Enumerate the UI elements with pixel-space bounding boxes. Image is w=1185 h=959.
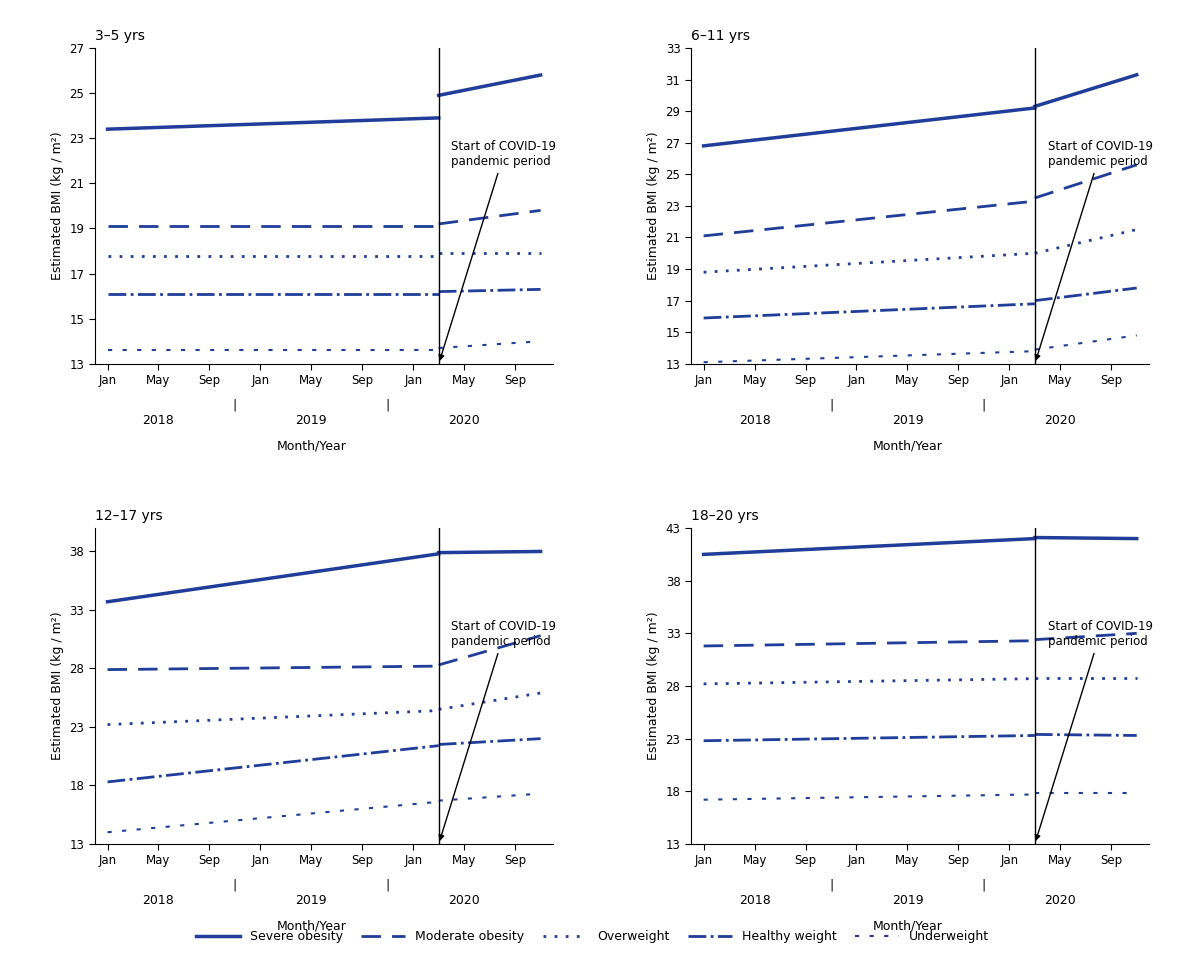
Text: |: | [828, 399, 833, 411]
Text: 12–17 yrs: 12–17 yrs [95, 508, 162, 523]
Text: Start of COVID-19
pandemic period: Start of COVID-19 pandemic period [440, 140, 557, 360]
Text: 18–20 yrs: 18–20 yrs [691, 508, 758, 523]
Text: Month/Year: Month/Year [872, 439, 942, 453]
Text: |: | [385, 399, 390, 411]
Text: 2019: 2019 [295, 414, 327, 428]
Text: 2020: 2020 [1044, 414, 1076, 428]
Text: |: | [981, 399, 986, 411]
Text: 2020: 2020 [448, 895, 480, 907]
Text: Start of COVID-19
pandemic period: Start of COVID-19 pandemic period [440, 620, 557, 840]
Text: 2019: 2019 [295, 895, 327, 907]
Legend: Severe obesity, Moderate obesity, Overweight, Healthy weight, Underweight: Severe obesity, Moderate obesity, Overwe… [191, 924, 994, 947]
Text: 2020: 2020 [448, 414, 480, 428]
Text: 2018: 2018 [142, 895, 174, 907]
Y-axis label: Estimated BMI (kg / m²): Estimated BMI (kg / m²) [647, 612, 660, 760]
Text: Start of COVID-19
pandemic period: Start of COVID-19 pandemic period [1036, 620, 1153, 840]
Text: |: | [232, 878, 237, 892]
Text: Month/Year: Month/Year [276, 439, 346, 453]
Text: 2019: 2019 [891, 414, 923, 428]
Text: Month/Year: Month/Year [276, 920, 346, 933]
Text: |: | [828, 878, 833, 892]
Text: 2019: 2019 [891, 895, 923, 907]
Y-axis label: Estimated BMI (kg / m²): Estimated BMI (kg / m²) [51, 612, 64, 760]
Text: 3–5 yrs: 3–5 yrs [95, 29, 145, 42]
Y-axis label: Estimated BMI (kg / m²): Estimated BMI (kg / m²) [51, 131, 64, 280]
Y-axis label: Estimated BMI (kg / m²): Estimated BMI (kg / m²) [647, 131, 660, 280]
Text: 6–11 yrs: 6–11 yrs [691, 29, 750, 42]
Text: 2018: 2018 [738, 414, 770, 428]
Text: |: | [981, 878, 986, 892]
Text: 2018: 2018 [142, 414, 174, 428]
Text: Month/Year: Month/Year [872, 920, 942, 933]
Text: |: | [232, 399, 237, 411]
Text: 2018: 2018 [738, 895, 770, 907]
Text: |: | [385, 878, 390, 892]
Text: Start of COVID-19
pandemic period: Start of COVID-19 pandemic period [1036, 140, 1153, 360]
Text: 2020: 2020 [1044, 895, 1076, 907]
